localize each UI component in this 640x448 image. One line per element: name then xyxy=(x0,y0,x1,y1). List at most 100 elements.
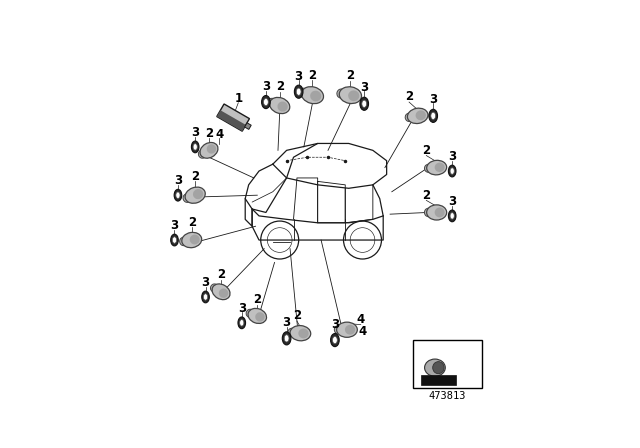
Text: 2: 2 xyxy=(205,127,213,140)
Bar xyxy=(421,375,456,385)
Ellipse shape xyxy=(310,90,321,101)
Ellipse shape xyxy=(183,194,191,202)
Ellipse shape xyxy=(193,189,204,199)
Ellipse shape xyxy=(362,100,367,108)
Text: 2: 2 xyxy=(217,268,225,281)
Ellipse shape xyxy=(268,98,275,107)
Text: 4: 4 xyxy=(356,313,365,326)
Text: 2: 2 xyxy=(405,90,413,103)
Ellipse shape xyxy=(435,163,445,172)
Polygon shape xyxy=(217,104,250,131)
Ellipse shape xyxy=(219,289,228,298)
Ellipse shape xyxy=(189,235,200,245)
Ellipse shape xyxy=(198,151,206,158)
Text: 3: 3 xyxy=(429,93,437,106)
Polygon shape xyxy=(244,123,252,129)
Text: 473813: 473813 xyxy=(428,391,466,401)
Ellipse shape xyxy=(334,326,342,334)
Ellipse shape xyxy=(269,97,290,114)
Ellipse shape xyxy=(212,284,230,300)
Text: 3: 3 xyxy=(448,195,456,208)
Ellipse shape xyxy=(337,322,357,337)
Text: 2: 2 xyxy=(346,69,355,82)
Text: 3: 3 xyxy=(202,276,210,289)
Ellipse shape xyxy=(360,97,369,110)
Ellipse shape xyxy=(449,165,456,177)
Ellipse shape xyxy=(301,86,323,103)
Ellipse shape xyxy=(172,237,177,243)
Ellipse shape xyxy=(204,294,207,300)
Ellipse shape xyxy=(294,85,303,98)
Ellipse shape xyxy=(299,88,308,97)
Ellipse shape xyxy=(288,328,296,336)
Ellipse shape xyxy=(282,332,291,345)
Ellipse shape xyxy=(180,237,188,246)
Ellipse shape xyxy=(246,309,253,317)
Ellipse shape xyxy=(171,234,179,246)
Ellipse shape xyxy=(337,89,346,98)
Ellipse shape xyxy=(415,110,426,120)
Text: 2: 2 xyxy=(422,189,430,202)
Text: 2: 2 xyxy=(191,170,199,183)
Ellipse shape xyxy=(298,328,308,338)
Text: 2: 2 xyxy=(293,310,301,323)
Ellipse shape xyxy=(339,87,362,103)
Ellipse shape xyxy=(284,335,289,342)
Ellipse shape xyxy=(408,108,428,124)
Ellipse shape xyxy=(238,317,246,329)
Text: 4: 4 xyxy=(358,325,367,338)
Ellipse shape xyxy=(427,160,447,175)
Ellipse shape xyxy=(345,325,355,335)
Ellipse shape xyxy=(405,113,413,121)
Ellipse shape xyxy=(239,319,244,326)
Ellipse shape xyxy=(331,333,339,347)
Ellipse shape xyxy=(433,362,444,374)
Ellipse shape xyxy=(200,142,218,158)
Text: 2: 2 xyxy=(276,80,284,93)
Ellipse shape xyxy=(185,187,205,203)
Ellipse shape xyxy=(191,141,199,153)
Ellipse shape xyxy=(348,90,359,101)
Text: 1: 1 xyxy=(234,92,243,105)
Ellipse shape xyxy=(431,112,436,120)
Text: 3: 3 xyxy=(191,126,199,139)
Ellipse shape xyxy=(248,308,266,323)
Ellipse shape xyxy=(211,284,218,292)
Text: 3: 3 xyxy=(360,81,368,94)
Ellipse shape xyxy=(449,210,456,222)
Ellipse shape xyxy=(435,207,445,217)
Text: 3: 3 xyxy=(170,219,179,232)
Ellipse shape xyxy=(193,144,197,150)
Polygon shape xyxy=(217,110,246,131)
Text: 4: 4 xyxy=(215,128,223,141)
Text: 2: 2 xyxy=(308,69,317,82)
Ellipse shape xyxy=(429,109,438,122)
Ellipse shape xyxy=(278,102,288,112)
Ellipse shape xyxy=(176,192,180,198)
Text: 3: 3 xyxy=(331,318,339,331)
Text: 3: 3 xyxy=(294,70,303,83)
Ellipse shape xyxy=(450,168,454,174)
Ellipse shape xyxy=(255,312,265,322)
Ellipse shape xyxy=(424,164,432,172)
Text: 3: 3 xyxy=(448,150,456,163)
Text: 3: 3 xyxy=(237,302,246,315)
Bar xyxy=(413,340,481,388)
Ellipse shape xyxy=(424,208,432,217)
Text: 3: 3 xyxy=(282,316,291,329)
Ellipse shape xyxy=(296,88,301,95)
Ellipse shape xyxy=(262,95,270,108)
Ellipse shape xyxy=(333,336,337,344)
Text: 3: 3 xyxy=(262,80,270,93)
Text: 2: 2 xyxy=(422,144,430,157)
Ellipse shape xyxy=(182,233,202,248)
Text: 2: 2 xyxy=(253,293,261,306)
Ellipse shape xyxy=(264,99,268,106)
Ellipse shape xyxy=(207,144,216,154)
Ellipse shape xyxy=(290,326,311,341)
Text: 3: 3 xyxy=(174,174,182,187)
Text: 2: 2 xyxy=(188,215,196,228)
Ellipse shape xyxy=(450,213,454,219)
Ellipse shape xyxy=(427,205,447,220)
Ellipse shape xyxy=(174,190,182,201)
